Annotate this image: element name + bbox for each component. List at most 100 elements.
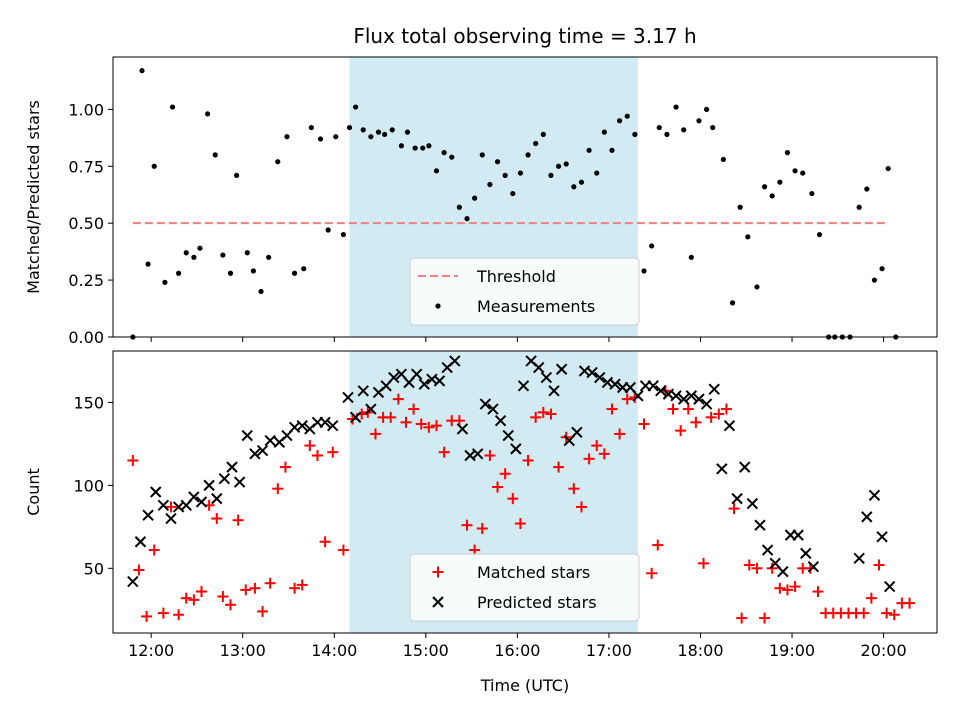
matched-stars-point <box>165 501 177 513</box>
matched-stars-point <box>667 403 679 415</box>
matched-stars-point <box>812 586 824 598</box>
matched-stars-point <box>591 440 603 452</box>
predicted-stars-point <box>256 444 269 457</box>
measurements-point <box>183 250 189 256</box>
matched-stars-point <box>415 418 427 430</box>
measurements-point <box>885 165 891 172</box>
measurements-point <box>191 254 197 260</box>
y-tick-label: 150 <box>73 393 104 412</box>
predicted-stars-point <box>868 489 881 502</box>
measurements-point <box>472 195 478 201</box>
x-tick-label: 17:00 <box>586 641 632 660</box>
measurements-point <box>205 111 211 117</box>
top-y-ticks: 0.00 0.25 0.50 0.75 1.00 <box>68 100 113 347</box>
predicted-stars-point <box>548 385 560 397</box>
legend-entry-measurements-label: Measurements <box>477 297 595 316</box>
matched-stars-point <box>224 599 236 611</box>
predicted-stars-point <box>533 361 545 374</box>
measurements-point <box>340 231 347 238</box>
measurements-point <box>525 152 531 158</box>
measurements-point <box>696 118 702 124</box>
matched-stars-point <box>743 559 755 571</box>
measurements-point <box>234 172 240 178</box>
measurements-point <box>169 104 176 110</box>
measurements-point <box>533 140 539 147</box>
predicted-stars-point <box>632 390 644 402</box>
matched-stars-point <box>881 607 893 619</box>
matched-stars-point <box>272 483 284 495</box>
measurements-point <box>769 193 775 199</box>
x-tick-label: 20:00 <box>861 641 907 660</box>
matched-stars-point <box>249 582 261 594</box>
matched-stars-point <box>751 562 763 574</box>
measurements-point <box>656 124 662 131</box>
matched-stars-point <box>499 468 511 480</box>
predicted-stars-point <box>388 371 400 384</box>
x-tick-label: 16:00 <box>494 641 540 660</box>
predicted-stars-point <box>142 509 154 521</box>
matched-stars-point <box>690 416 702 428</box>
predicted-stars-point <box>609 378 621 390</box>
measurements-point <box>586 147 592 153</box>
legend-entry-matched-stars-swatch <box>432 566 444 578</box>
predicted-stars-point <box>647 380 659 392</box>
matched-stars-point <box>865 592 877 604</box>
measurements-point <box>548 172 554 178</box>
measurements-point <box>809 190 815 197</box>
predicted-stars-point <box>571 426 583 438</box>
matched-stars-point <box>157 607 169 619</box>
measurements-point <box>510 190 516 197</box>
measurements-point <box>317 136 324 142</box>
matched-stars-point <box>705 411 717 423</box>
measurements-point <box>353 104 359 110</box>
measurements-point <box>291 270 298 276</box>
matched-stars-point <box>453 415 465 427</box>
matched-stars-point <box>789 581 801 593</box>
measurements-point <box>244 250 250 256</box>
measurements-point <box>745 234 751 240</box>
measurements-point <box>502 172 508 178</box>
x-tick-label: 12:00 <box>128 641 174 660</box>
matched-stars-point <box>575 501 587 513</box>
measurements-point <box>301 266 307 272</box>
measurements-point <box>398 143 404 149</box>
predicted-stars-point <box>203 479 215 492</box>
matched-stars-point <box>530 411 542 423</box>
bottom-plot-frame <box>112 350 938 634</box>
predicted-stars-point <box>555 363 568 375</box>
predicted-stars-point <box>241 429 253 442</box>
x-axis-label: Time (UTC) <box>480 676 569 695</box>
measurements-point <box>594 170 600 176</box>
measurements-points <box>130 68 899 340</box>
measurements-point <box>649 243 655 249</box>
measurements-point <box>266 254 272 260</box>
matched-stars-point <box>232 514 244 526</box>
matched-stars-point <box>279 461 291 473</box>
matched-stars-point <box>476 522 488 534</box>
matched-stars-point <box>133 564 145 576</box>
measurements-point <box>426 143 432 149</box>
chart-title: Flux total observing time = 3.17 h <box>353 24 696 48</box>
measurements-point <box>729 300 736 306</box>
top-y-axis-label: Matched/Predicted stars <box>24 100 43 294</box>
measurements-point <box>145 261 151 267</box>
matched-stars-point <box>652 539 664 551</box>
measurements-point <box>368 134 374 140</box>
measurements-point <box>555 163 562 169</box>
legend-entry-threshold-label: Threshold <box>476 267 556 286</box>
measurements-point <box>784 150 791 156</box>
x-tick-label: 14:00 <box>311 641 357 660</box>
measurements-point <box>864 186 870 192</box>
predicted-stars-point <box>700 398 713 410</box>
measurements-point <box>360 127 366 133</box>
x-tick-label: 18:00 <box>677 641 723 660</box>
matched-stars-point <box>337 544 349 556</box>
predicted-stars-point <box>510 443 522 455</box>
measurements-point <box>433 168 440 174</box>
matched-stars-point <box>553 461 565 473</box>
measurements-point <box>197 245 203 251</box>
measurements-point <box>777 179 783 185</box>
top-plot-frame <box>112 56 938 338</box>
y-tick-label: 0.25 <box>68 271 104 290</box>
measurements-point <box>420 145 426 151</box>
